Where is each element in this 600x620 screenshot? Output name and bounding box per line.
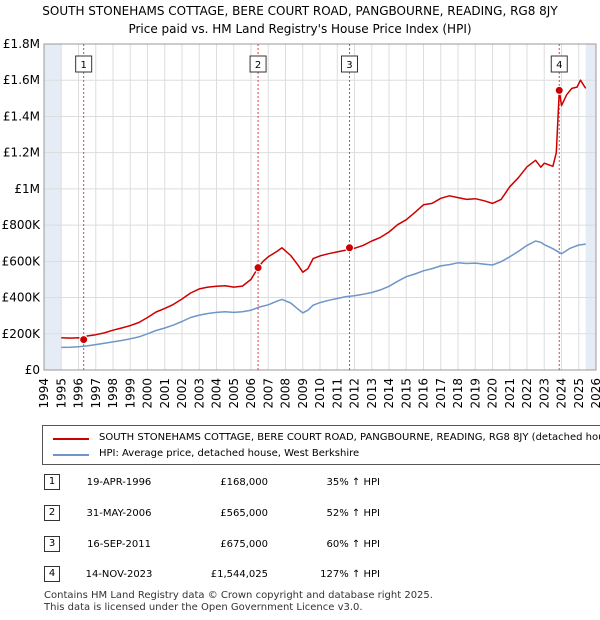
footer-license: This data is licensed under the Open Gov… [44, 602, 363, 613]
legend-label-property: SOUTH STONEHAMS COTTAGE, BERE COURT ROAD… [99, 432, 600, 443]
transaction-label-box [75, 55, 93, 73]
table-row: 2 31-MAY-2006 £565,000 52% ↑ HPI [0, 505, 600, 525]
x-tick-label: 2019 [468, 378, 482, 409]
table-row-marker: 3 [44, 536, 60, 552]
x-tick-label: 1999 [123, 378, 137, 409]
table-row-date: 14-NOV-2023 [85, 569, 153, 580]
transaction-marker [253, 263, 263, 273]
table-row-date: 31-MAY-2006 [86, 508, 152, 519]
x-tick-label: 2009 [296, 378, 310, 409]
x-tick-label: 2014 [382, 378, 396, 409]
x-tick-label: 2017 [434, 378, 448, 409]
x-tick-label: 2024 [555, 378, 569, 409]
x-tick-label: 2026 [589, 378, 600, 409]
x-tick-label: 2015 [399, 378, 413, 409]
transaction-marker [79, 335, 89, 345]
x-tick-label: 2020 [486, 378, 500, 409]
legend: SOUTH STONEHAMS COTTAGE, BERE COURT ROAD… [42, 425, 600, 465]
shade-before-data [44, 44, 62, 370]
legend-swatch-hpi [53, 454, 89, 456]
transaction-label-box [249, 55, 267, 73]
table-row-price: £675,000 [220, 539, 268, 550]
y-tick-label: £400K [2, 291, 42, 305]
x-tick-label: 2001 [158, 378, 172, 409]
footer-copyright: Contains HM Land Registry data © Crown c… [44, 590, 433, 601]
transaction-label-box [550, 55, 568, 73]
x-tick-label: 2011 [330, 378, 344, 409]
x-tick-label: 1997 [89, 378, 103, 409]
table-row-marker: 4 [44, 566, 60, 582]
property-series-line [61, 79, 587, 341]
table-row-price: £168,000 [220, 477, 268, 488]
x-tick-label: 2006 [244, 378, 258, 409]
x-tick-label: 1996 [72, 378, 86, 409]
x-tick-label: 2010 [313, 378, 327, 409]
chart-subtitle: Price paid vs. HM Land Registry's House … [128, 22, 472, 36]
x-tick-label: 2005 [227, 378, 241, 409]
x-tick-label: 2004 [210, 378, 224, 409]
x-tick-label: 2008 [279, 378, 293, 409]
table-row-hpi: 52% ↑ HPI [326, 508, 380, 519]
y-tick-label: £600K [2, 254, 42, 268]
transaction-marker [554, 85, 564, 95]
y-tick-label: £0 [25, 363, 40, 377]
table-row: 3 16-SEP-2011 £675,000 60% ↑ HPI [0, 536, 600, 556]
x-tick-label: 1994 [37, 378, 51, 409]
transaction-label: 3 [346, 60, 352, 71]
y-tick-label: £800K [2, 218, 42, 232]
x-tick-label: 2022 [520, 378, 534, 409]
table-row-price: £1,544,025 [210, 569, 268, 580]
x-tick-label: 2013 [365, 378, 379, 409]
transaction-label: 4 [556, 60, 562, 71]
x-tick-label: 2003 [192, 378, 206, 409]
table-row-date: 19-APR-1996 [86, 477, 152, 488]
table-row-hpi: 35% ↑ HPI [326, 477, 380, 488]
x-tick-label: 1995 [54, 378, 68, 409]
y-tick-label: £1.6M [3, 73, 40, 87]
x-tick-label: 2000 [141, 378, 155, 409]
x-tick-label: 2016 [417, 378, 431, 409]
y-tick-label: £1.8M [3, 37, 40, 51]
chart-title: SOUTH STONEHAMS COTTAGE, BERE COURT ROAD… [42, 4, 558, 18]
table-row-marker: 1 [44, 474, 60, 490]
table-row-hpi: 60% ↑ HPI [326, 539, 380, 550]
y-tick-label: £1.2M [3, 146, 40, 160]
y-tick-label: £1.4M [3, 109, 40, 123]
x-tick-label: 2002 [175, 378, 189, 409]
x-tick-label: 2025 [572, 378, 586, 409]
table-row-hpi: 127% ↑ HPI [320, 569, 380, 580]
hpi-series-line [61, 240, 586, 349]
shade-after-data [585, 44, 596, 370]
x-tick-label: 2012 [348, 378, 362, 409]
transaction-label: 2 [255, 60, 261, 71]
price-chart: £0 £200K £400K £600K £800K £1M £1.2M £1.4M £1.6M… [2, 37, 600, 409]
y-tick-label: £1M [14, 182, 40, 196]
legend-label-hpi: HPI: Average price, detached house, West… [99, 448, 360, 459]
table-row-price: £565,000 [220, 508, 268, 519]
x-tick-label: 2023 [537, 378, 551, 409]
y-tick-label: £200K [2, 327, 42, 341]
transaction-label: 1 [80, 60, 86, 71]
legend-swatch-property [53, 438, 89, 440]
plot-border [43, 43, 597, 371]
x-tick-label: 1998 [106, 378, 120, 409]
table-row: 1 19-APR-1996 £168,000 35% ↑ HPI [0, 474, 600, 494]
x-tick-label: 2021 [503, 378, 517, 409]
transaction-label-box [340, 55, 358, 73]
table-row-date: 16-SEP-2011 [87, 539, 151, 550]
x-tick-label: 2018 [451, 378, 465, 409]
table-row-marker: 2 [44, 505, 60, 521]
x-tick-label: 2007 [261, 378, 275, 409]
table-row: 4 14-NOV-2023 £1,544,025 127% ↑ HPI [0, 566, 600, 586]
transaction-marker [344, 243, 354, 253]
